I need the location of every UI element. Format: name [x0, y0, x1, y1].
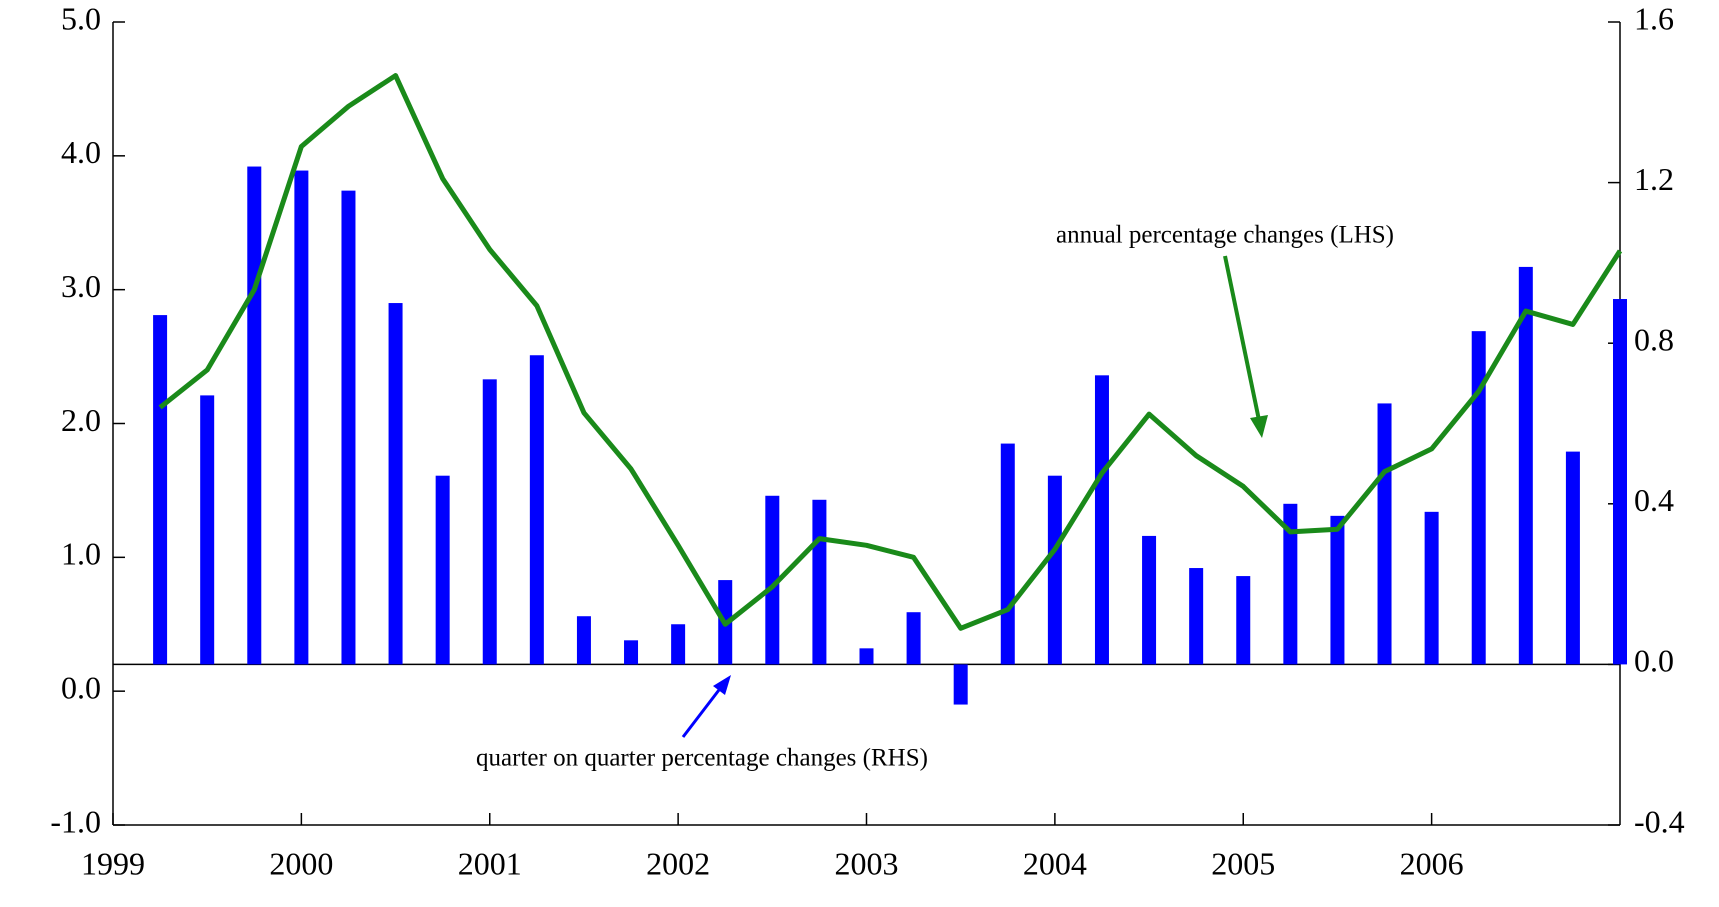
y-tick-label: 0.0 [61, 670, 101, 706]
line [158, 73, 1623, 631]
y-tick-label: 3.0 [61, 268, 101, 304]
x-tick-label: 2000 [269, 845, 333, 881]
bar [153, 315, 168, 665]
bar [576, 616, 591, 665]
annotation: annual percentage changes (LHS) [1056, 222, 1394, 249]
y2-tick-label: 0.8 [1634, 322, 1674, 358]
bar [1094, 375, 1109, 665]
y2-tick-label: 0.0 [1634, 643, 1674, 679]
y2-tick-label: -0.4 [1634, 803, 1685, 839]
bar [1236, 576, 1251, 665]
bar [294, 170, 309, 665]
bar [388, 303, 403, 665]
bar [1613, 299, 1627, 665]
y2-tick-label: 0.4 [1634, 482, 1674, 518]
bar [435, 475, 450, 665]
bar [953, 664, 968, 705]
bar [1142, 535, 1157, 665]
arrow-head [713, 675, 731, 695]
bar [671, 624, 686, 665]
bar [624, 640, 639, 665]
bar [765, 495, 780, 665]
x-tick-label: 2004 [1023, 845, 1087, 881]
bar [247, 166, 262, 665]
bar [1330, 515, 1345, 665]
bar [1565, 451, 1580, 665]
bar [1377, 403, 1392, 665]
x-tick-label: 1999 [81, 845, 145, 881]
arrow-line [681, 685, 724, 738]
bar [482, 379, 497, 665]
bar [200, 395, 215, 665]
bar [1471, 331, 1486, 665]
y2-tick-label: 1.6 [1634, 0, 1674, 36]
arrow-line [1223, 255, 1262, 426]
bar [341, 190, 356, 665]
x-tick-label: 2002 [646, 845, 710, 881]
y2-tick-label: 1.2 [1634, 161, 1674, 197]
y-tick-label: 5.0 [61, 0, 101, 36]
y-tick-label: -1.0 [50, 803, 101, 839]
bar [812, 499, 827, 665]
bar [1189, 568, 1204, 665]
bar [1424, 511, 1439, 665]
x-tick-label: 2006 [1400, 845, 1464, 881]
bar [1518, 266, 1533, 665]
y-tick-label: 2.0 [61, 402, 101, 438]
bar [906, 612, 921, 665]
x-tick-label: 2001 [458, 845, 522, 881]
y-tick-label: 1.0 [61, 536, 101, 572]
annotation: quarter on quarter percentage changes (R… [476, 745, 928, 772]
arrow-head [1250, 415, 1268, 438]
y-tick-label: 4.0 [61, 134, 101, 170]
bar [1283, 503, 1298, 665]
x-tick-label: 2003 [835, 845, 899, 881]
bar [529, 355, 544, 665]
x-tick-label: 2005 [1211, 845, 1275, 881]
bar [1000, 443, 1015, 665]
bar [1047, 475, 1062, 665]
bar [859, 648, 874, 665]
